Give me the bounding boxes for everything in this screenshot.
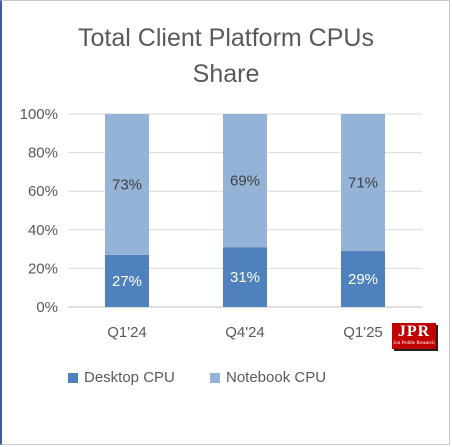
bar-desktop bbox=[223, 247, 267, 307]
x-tick-label: Q4'24 bbox=[225, 324, 265, 341]
legend-item-notebook: Notebook CPU bbox=[210, 369, 326, 386]
y-tick-label: 0% bbox=[36, 299, 58, 316]
y-tick-label: 100% bbox=[20, 106, 58, 123]
y-tick-label: 20% bbox=[28, 260, 58, 277]
y-tick-label: 60% bbox=[28, 183, 58, 200]
legend-item-desktop: Desktop CPU bbox=[68, 369, 175, 386]
data-label: 27% bbox=[112, 273, 142, 290]
bar-notebook bbox=[223, 114, 267, 248]
y-tick-label: 80% bbox=[28, 145, 58, 162]
bar-notebook bbox=[105, 114, 149, 255]
chart-title-line-1: Total Client Platform CPUs bbox=[78, 24, 374, 52]
jpr-logo: JPR Jon Peddie Research bbox=[392, 323, 436, 349]
data-label: 31% bbox=[230, 269, 260, 286]
data-label: 73% bbox=[112, 176, 142, 193]
bar-desktop bbox=[105, 254, 149, 307]
logo-subtext: Jon Peddie Research bbox=[393, 341, 435, 346]
chart-title-line-2: Share bbox=[192, 60, 260, 88]
bar-desktop bbox=[341, 251, 385, 307]
x-tick-label: Q1'24 bbox=[107, 324, 147, 341]
x-tick-label: Q1'25 bbox=[343, 324, 383, 341]
y-tick-label: 40% bbox=[28, 222, 58, 239]
legend-label-notebook: Notebook CPU bbox=[226, 369, 327, 386]
legend-swatch-desktop bbox=[68, 372, 78, 383]
data-label: 71% bbox=[348, 175, 378, 192]
legend-swatch-notebook bbox=[210, 372, 220, 383]
legend-label-desktop: Desktop CPU bbox=[84, 369, 175, 386]
data-label: 29% bbox=[348, 271, 378, 288]
bar-notebook bbox=[341, 114, 385, 252]
logo-text: JPR bbox=[397, 323, 431, 340]
data-label: 69% bbox=[230, 173, 260, 190]
